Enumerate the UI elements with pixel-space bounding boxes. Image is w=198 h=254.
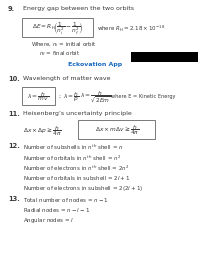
Text: where E = Kinetic Energy: where E = Kinetic Energy [111, 94, 175, 99]
Text: $;\ \lambda = \dfrac{h}{p}$: $;\ \lambda = \dfrac{h}{p}$ [58, 90, 80, 103]
Text: 10.: 10. [8, 75, 20, 82]
Text: $\Delta x \times m\Delta v \geq \dfrac{h}{4\pi}$: $\Delta x \times m\Delta v \geq \dfrac{h… [95, 123, 139, 137]
Text: Where, $n_i$ = initial orbit: Where, $n_i$ = initial orbit [31, 40, 96, 49]
Text: 11.: 11. [8, 111, 20, 117]
Text: $n_f$ = final orbit: $n_f$ = final orbit [39, 49, 80, 58]
Text: Number of electrons in $n^{th}$ shell = $2n^2$: Number of electrons in $n^{th}$ shell = … [23, 163, 129, 172]
Text: Radial nodes = $n - l - 1$: Radial nodes = $n - l - 1$ [23, 205, 90, 213]
Text: Total number of nodes = $n - 1$: Total number of nodes = $n - 1$ [23, 195, 109, 203]
Bar [131, 53, 198, 63]
Text: $\lambda = \dfrac{h}{\sqrt{2Em}}$: $\lambda = \dfrac{h}{\sqrt{2Em}}$ [80, 89, 111, 104]
Text: where $R_H = 2.18\times10^{-18}$: where $R_H = 2.18\times10^{-18}$ [97, 23, 165, 34]
Text: Number of orbitals in subshell = $2l + 1$: Number of orbitals in subshell = $2l + 1… [23, 173, 130, 181]
Text: Energy gap between the two orbits: Energy gap between the two orbits [23, 6, 134, 11]
Text: Wavelength of matter wave: Wavelength of matter wave [23, 75, 110, 81]
Text: $\lambda = \dfrac{h}{mv}$: $\lambda = \dfrac{h}{mv}$ [28, 90, 50, 103]
Text: Number of electrons in subshell = $2(2l + 1)$: Number of electrons in subshell = $2(2l … [23, 183, 143, 192]
Text: Angular nodes = $l$: Angular nodes = $l$ [23, 216, 74, 225]
Text: 12.: 12. [8, 142, 20, 149]
Text: Heisenberg’s uncertainty principle: Heisenberg’s uncertainty principle [23, 111, 131, 116]
Text: Number of subshells in $n^{th}$ shell = $n$: Number of subshells in $n^{th}$ shell = … [23, 142, 123, 152]
Text: Number of orbitals in $n^{th}$ shell = $n^2$: Number of orbitals in $n^{th}$ shell = $… [23, 153, 121, 162]
FancyBboxPatch shape [22, 19, 93, 38]
Text: Eckovation App: Eckovation App [68, 61, 122, 67]
Text: $\Delta x \times \Delta p \geq \dfrac{h}{4\pi}$: $\Delta x \times \Delta p \geq \dfrac{h}… [23, 124, 62, 138]
FancyBboxPatch shape [22, 87, 55, 106]
Text: 9.: 9. [8, 6, 15, 12]
FancyBboxPatch shape [78, 121, 155, 139]
Text: $\Delta E = R_H\!\left(\dfrac{1}{n_i^2} - \dfrac{1}{n_f^2}\right)$: $\Delta E = R_H\!\left(\dfrac{1}{n_i^2} … [31, 20, 83, 36]
Text: 13.: 13. [8, 195, 20, 201]
